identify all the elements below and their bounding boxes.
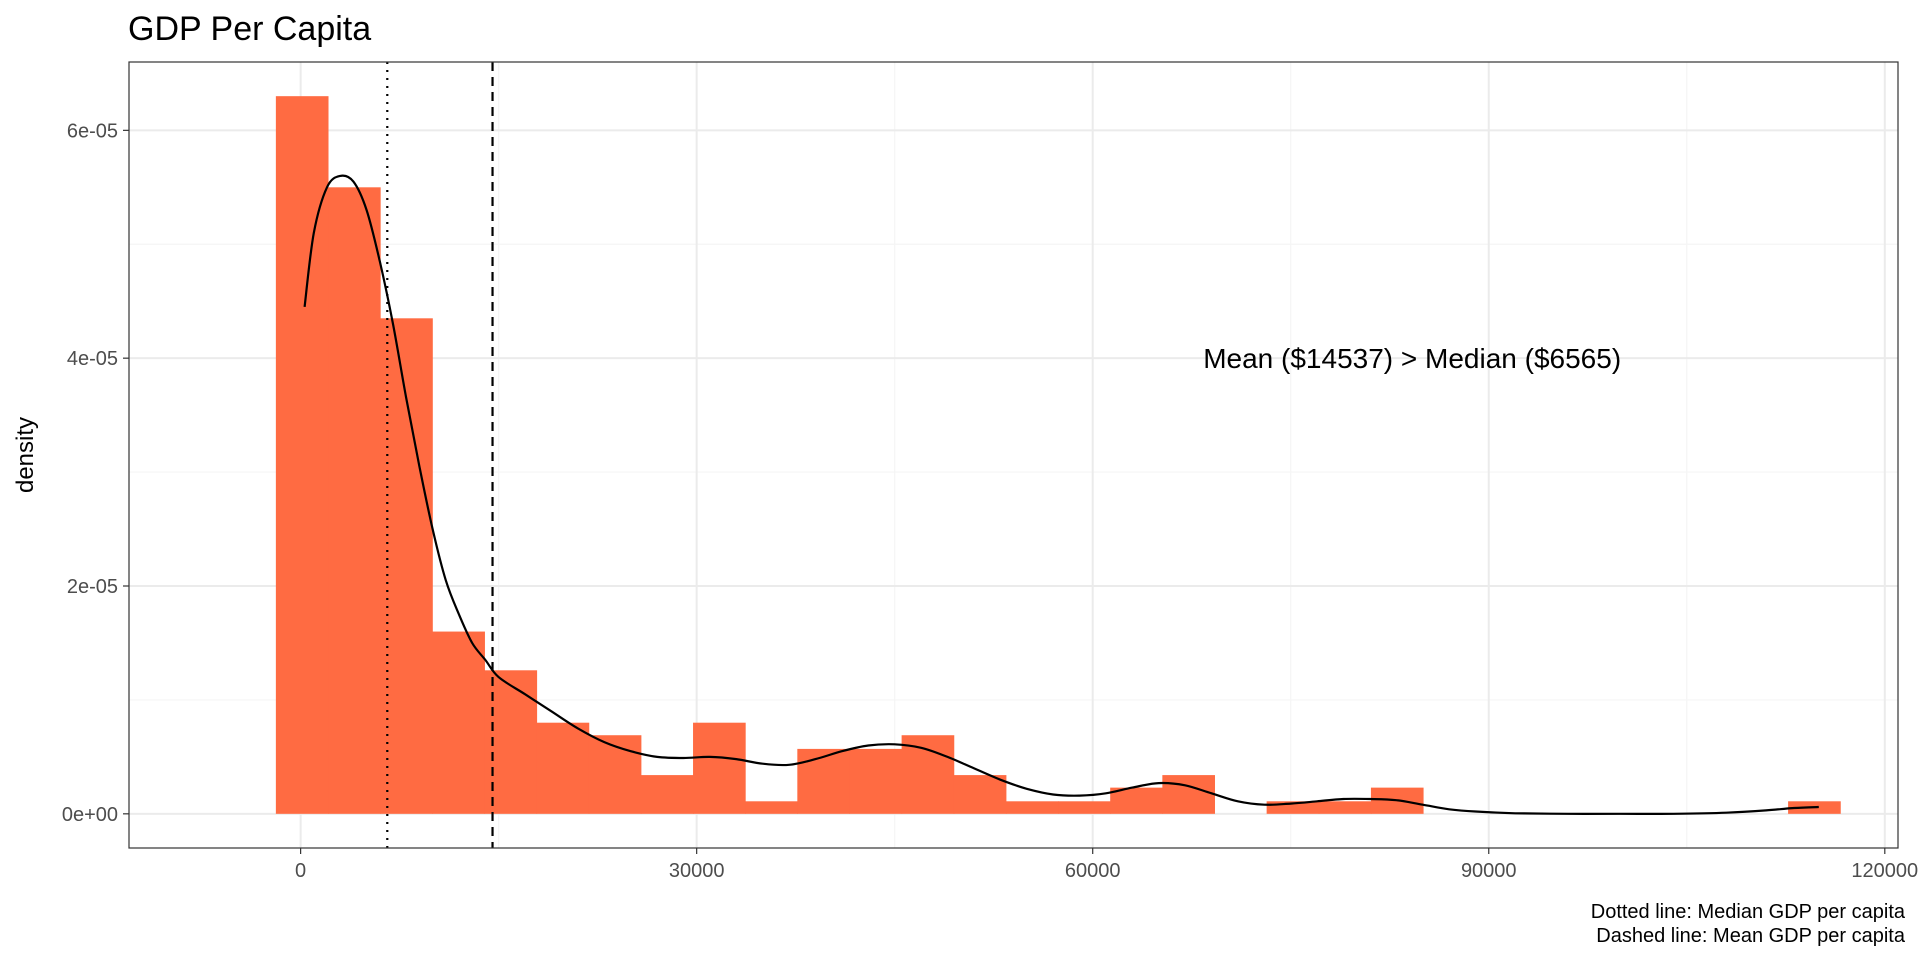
x-tick-label: 0: [295, 860, 306, 882]
caption-line-mean: Dashed line: Mean GDP per capita: [1596, 925, 1906, 947]
histogram-bar: [745, 801, 798, 814]
axis-ticks: 0 30000 60000 90000 120000 0e+00 2e-05 4e-05 6e-…: [62, 120, 1918, 882]
histogram-bar: [797, 748, 850, 814]
x-tick-label: 120000: [1851, 860, 1918, 882]
y-tick-label: 4e-05: [67, 348, 118, 370]
histogram-bar: [849, 748, 903, 814]
histogram-bars: [275, 96, 1841, 814]
y-tick-label: 0e+00: [62, 804, 118, 826]
mean-median-annotation: Mean ($14537) > Median ($6565): [1203, 343, 1621, 374]
y-tick-label: 2e-05: [67, 576, 118, 598]
histogram-bar: [328, 187, 381, 814]
histogram-bar: [1318, 801, 1372, 814]
x-tick-label: 90000: [1461, 860, 1517, 882]
density-curve: [303, 174, 1819, 815]
x-tick-label: 60000: [1065, 860, 1121, 882]
histogram-bar: [640, 775, 694, 814]
histogram-bar: [953, 775, 1007, 814]
reference-lines: [386, 62, 494, 848]
histogram-bar: [536, 722, 590, 814]
caption-line-median: Dotted line: Median GDP per capita: [1591, 901, 1906, 923]
chart-title: GDP Per Capita: [128, 10, 371, 48]
y-tick-label: 6e-05: [67, 120, 118, 142]
histogram-bar: [1110, 787, 1163, 814]
histogram-bar: [693, 722, 746, 814]
histogram-bar: [901, 735, 955, 814]
x-tick-label: 30000: [669, 860, 725, 882]
histogram-bar: [1005, 801, 1059, 814]
histogram-bar: [1058, 801, 1111, 814]
histogram-bar: [588, 735, 642, 814]
histogram-bar: [275, 96, 329, 814]
panel-border: [128, 61, 1899, 849]
histogram-bar: [1162, 775, 1215, 814]
y-axis-title: density: [12, 417, 39, 493]
histogram-bar: [432, 631, 485, 814]
